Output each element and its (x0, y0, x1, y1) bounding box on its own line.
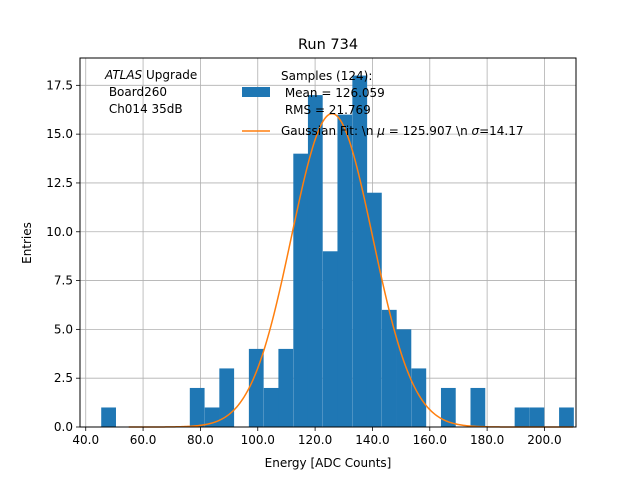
histogram-bar (307, 95, 323, 427)
x-tick-label: 120.0 (298, 433, 332, 447)
histogram-bar (396, 329, 412, 427)
histogram-bar (248, 348, 264, 427)
x-tick-label: 180.0 (470, 433, 504, 447)
histogram-bar (278, 348, 294, 427)
histogram-bar (411, 368, 427, 427)
annotation-atlas: ATLAS (104, 68, 143, 82)
legend-fit-part-2: = 125.907 \n (385, 124, 472, 138)
histogram-bar (529, 407, 545, 427)
y-axis-ticks: 0.0 2.5 5.0 7.5 10.0 12.5 15.0 17.5 (46, 78, 80, 434)
annotation-line-1: ATLAS Upgrade (104, 68, 197, 82)
chart-title: Run 734 (298, 37, 358, 53)
annotation-line-3: Ch014 35dB (105, 102, 183, 116)
legend-histogram-swatch (242, 87, 270, 97)
histogram-bar (101, 407, 116, 427)
legend-fit-mu: μ (376, 124, 385, 138)
x-tick-label: 80.0 (187, 433, 214, 447)
histogram-bar (219, 368, 235, 427)
x-tick-label: 140.0 (355, 433, 389, 447)
x-tick-label: 40.0 (72, 433, 99, 447)
histogram-bar (440, 387, 456, 427)
legend-fit-sigma: σ (472, 124, 480, 138)
histogram-bar (263, 387, 279, 427)
histogram-bar (559, 407, 574, 427)
histogram-bar (293, 153, 309, 427)
annotation-line-2: Board260 (105, 85, 167, 99)
y-tick-label: 5.0 (54, 322, 73, 336)
legend-histogram-line-2: Mean = 126.059 (281, 86, 385, 100)
histogram-bar (366, 192, 382, 427)
x-tick-label: 160.0 (413, 433, 447, 447)
histogram-bar (514, 407, 530, 427)
y-tick-label: 12.5 (46, 176, 73, 190)
legend-histogram-line-3: RMS = 21.769 (281, 103, 371, 117)
histogram-bar (322, 251, 338, 427)
x-tick-label: 100.0 (241, 433, 275, 447)
histogram-bar (337, 114, 353, 427)
y-tick-label: 0.0 (54, 420, 73, 434)
y-tick-label: 10.0 (46, 225, 73, 239)
y-tick-label: 15.0 (46, 127, 73, 141)
y-axis-label: Entries (20, 222, 34, 264)
histogram-bar (189, 387, 205, 427)
histogram-bar (381, 309, 397, 427)
y-tick-label: 17.5 (46, 78, 73, 92)
y-tick-label: 2.5 (54, 371, 73, 385)
plot-frame (79, 57, 577, 428)
legend-fit-part-1: Gaussian Fit: \n (281, 124, 377, 138)
annotation-upgrade: Upgrade (142, 68, 197, 82)
atlas-annotation: ATLAS Upgrade Board260 Ch014 35dB (104, 68, 197, 116)
x-axis-ticks: 40.0 60.0 80.0 100.0 120.0 140.0 160.0 180.0 200… (72, 427, 562, 447)
x-tick-label: 200.0 (527, 433, 561, 447)
histogram-bar (470, 387, 486, 427)
x-axis-label: Energy [ADC Counts] (265, 456, 392, 470)
legend: Samples (124): Mean = 126.059 RMS = 21.7… (242, 69, 524, 138)
legend-histogram-line-1: Samples (124): (281, 69, 372, 83)
y-tick-label: 7.5 (54, 274, 73, 288)
legend-fit-label: Gaussian Fit: \n μ = 125.907 \n σ=14.17 (281, 124, 524, 138)
legend-fit-part-3: =14.17 (479, 124, 523, 138)
x-tick-label: 60.0 (130, 433, 157, 447)
